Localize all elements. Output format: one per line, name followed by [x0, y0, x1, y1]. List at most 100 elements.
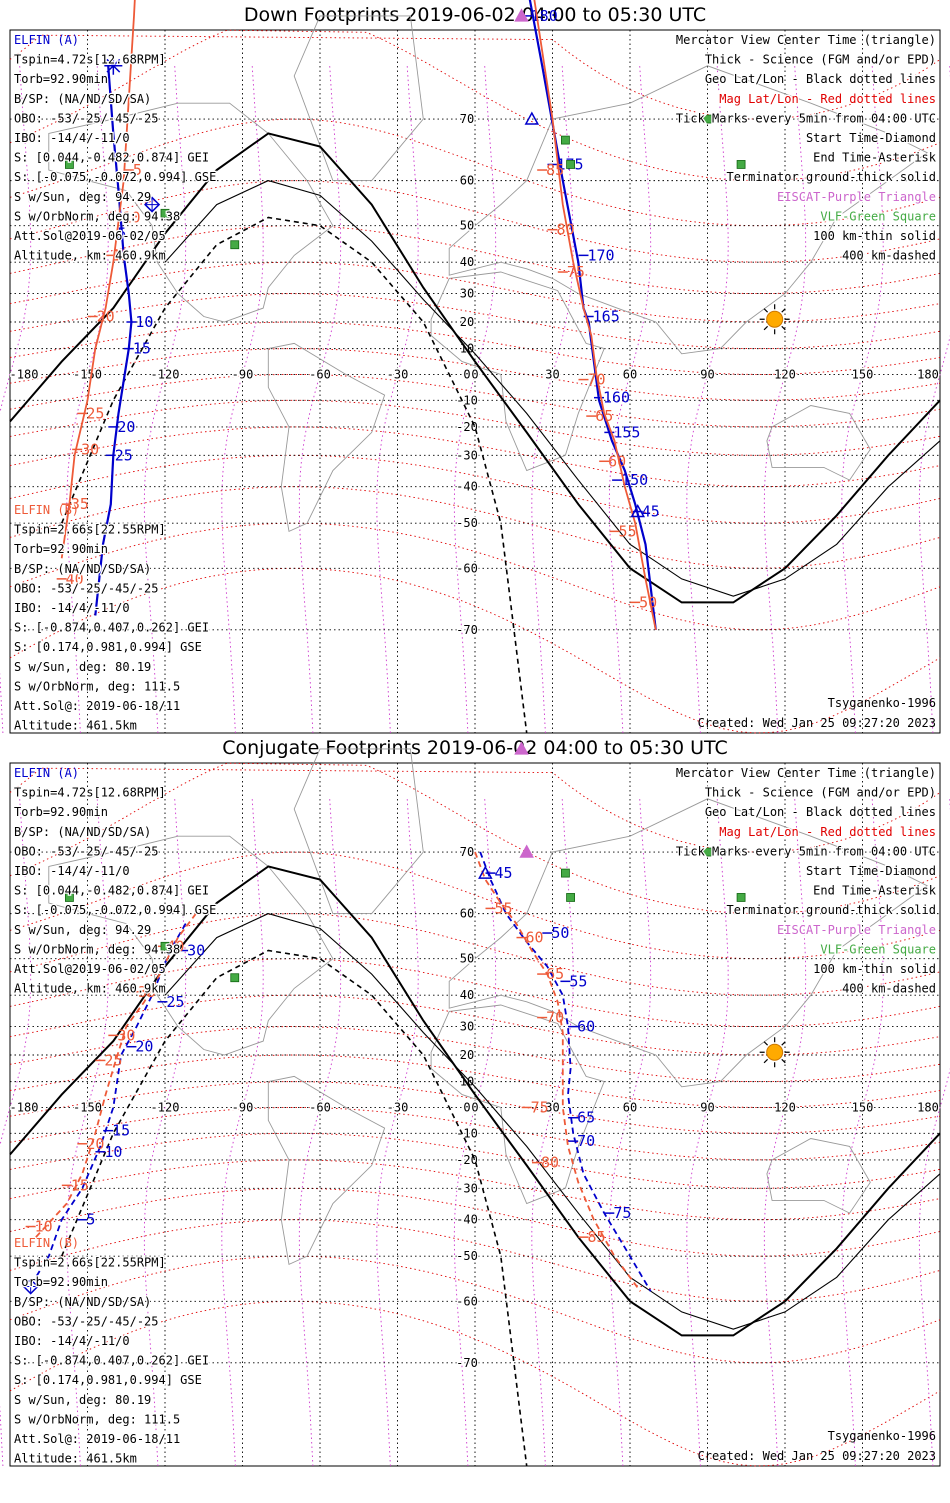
vlf-station-marker	[160, 208, 170, 218]
elfin-b-tick-label: 10	[35, 1218, 53, 1236]
elfin-b-legend-line: Altitude: 461.5km	[14, 1452, 137, 1466]
elfin-b-legend-line: OBO: -53/-25/-45/-25	[14, 581, 159, 595]
elfin-a-legend-line: S: [0.044,-0.482,0.874] GEI	[14, 151, 209, 165]
vlf-station-marker	[561, 868, 570, 878]
vlf-station-marker	[561, 135, 570, 145]
elfin-a-tick-label: 45	[642, 503, 660, 521]
x-tick-label: -90	[232, 1100, 254, 1114]
elfin-b-tick-label: 55	[495, 899, 513, 917]
series-100-km	[164, 180, 941, 597]
elfin-b-legend-line: S: [-0.874,0.407,0.262] GEI	[14, 1354, 209, 1368]
elfin-b-legend-line: S w/Sun, deg: 80.19	[14, 660, 151, 674]
legend-right-line: Geo Lat/Lon - Black dotted lines	[705, 805, 936, 819]
model-label: Tsyganenko-1996	[828, 1429, 936, 1443]
end-asterisk-a	[104, 56, 123, 75]
x-tick-label: -60	[309, 367, 331, 381]
elfin-a-legend-line: Altitude, km: 460.9km	[14, 249, 166, 263]
elfin-b-tick-label: 70	[588, 371, 606, 389]
elfin-b-tick-label: 20	[97, 307, 115, 325]
elfin-b-tick-label: 15	[71, 1176, 89, 1194]
elfin-a-tick-label: 10	[104, 1143, 122, 1161]
elfin-b-tick-label: 80	[541, 1154, 559, 1172]
elfin-a-tick-label: 25	[115, 446, 133, 464]
y-tick-label: 0	[463, 1100, 470, 1114]
elfin-b-tick-label: 10	[123, 209, 141, 227]
elfin-a-legend-line: Torb=92.90min	[14, 805, 108, 819]
center-triangle-c	[630, 503, 646, 518]
x-tick-label: 90	[700, 367, 714, 381]
elfin-a-legend-line: Att.Sol@2019-06-02/05	[14, 962, 166, 976]
sun-rays-icon	[759, 304, 790, 335]
mag-lon-line	[298, 798, 342, 1467]
legend-right-line: Terminator ground-thick solid	[726, 903, 936, 917]
legend-right-line: Thick - Science (FGM and/or EPD)	[705, 786, 936, 800]
mag-lat-line	[9, 522, 941, 631]
mag-lon-line	[763, 798, 807, 1467]
y-tick-label: -30	[456, 448, 478, 462]
mag-lon-line	[453, 798, 497, 1467]
elfin-b-tick-label: 55	[619, 522, 637, 540]
x-tick-label: 30	[545, 367, 559, 381]
elfin-b-legend-line: Att.Sol@: 2019-06-18/11	[14, 699, 180, 713]
start-diamond-cross	[23, 1279, 38, 1294]
continent-outline	[293, 748, 424, 915]
elfin-b-tick-label: 35	[138, 983, 156, 1001]
mag-lon-line	[298, 65, 342, 734]
model-label: Tsyganenko-1996	[828, 696, 936, 710]
continent-outline	[766, 405, 871, 481]
y-tick-label: -30	[456, 1181, 478, 1195]
elfin-b-track	[60, 0, 136, 559]
center-triangle-c	[478, 865, 493, 879]
x-tick-label: -150	[73, 1100, 102, 1114]
legend-right-line: EISCAT-Purple Triangle	[777, 923, 936, 937]
mag-lat-line	[9, 454, 941, 524]
y-tick-label: -70	[456, 1356, 478, 1370]
mag-lat-line	[9, 118, 941, 227]
elfin-b-tick-label: 60	[526, 929, 544, 947]
elfin-a-tick-label: 30	[187, 942, 205, 960]
mag-lat-line	[9, 1054, 941, 1108]
elfin-b-tick-label: 15	[112, 246, 130, 264]
elfin-b-tick-label: 40	[66, 570, 84, 588]
elfin-a-tick-label: 20	[117, 418, 135, 436]
elfin-a-legend-line: Tspin=4.72s[12.68RPM]	[14, 53, 166, 67]
y-tick-label: -50	[456, 1249, 478, 1263]
mag-lat-line	[9, 958, 941, 1028]
y-tick-label: -20	[456, 420, 478, 434]
x-tick-label: -180	[10, 1100, 39, 1114]
mag-lon-line	[0, 65, 32, 734]
y-tick-label: 0	[463, 367, 470, 381]
mag-lon-line	[686, 65, 729, 734]
elfin-b-legend-line: B/SP: (NA/ND/SD/SA)	[14, 562, 151, 576]
y-tick-label: 40	[460, 988, 474, 1002]
legend-right-line: Tick Marks every 5min from 04:00 UTC	[676, 844, 936, 858]
y-tick-label: 50	[460, 219, 474, 233]
x-tick-label: -30	[387, 367, 409, 381]
elfin-a-legend-line: B/SP: (NA/ND/SD/SA)	[14, 825, 151, 839]
mag-lon-line	[918, 65, 950, 734]
mag-lon-line	[66, 798, 109, 1467]
continent-outline	[448, 798, 928, 1088]
elfin-b-legend-line: OBO: -53/-25/-45/-25	[14, 1314, 159, 1328]
x-tick-label: -180	[10, 367, 39, 381]
legend-right-line: EISCAT-Purple Triangle	[777, 190, 936, 204]
elfin-a-legend-line: B/SP: (NA/ND/SD/SA)	[14, 92, 151, 106]
continent-outline	[293, 15, 424, 182]
elfin-a-tick-label: 155	[613, 423, 640, 441]
legend-right-line: 400 km-dashed	[842, 982, 936, 996]
legend-right-line: Start Time-Diamond	[806, 131, 936, 145]
elfin-b-legend-line: IBO: -14/4/-11/0	[14, 601, 130, 615]
mag-lon-line	[221, 798, 264, 1467]
page-title-down: Down Footprints 2019-06-02 04:00 to 05:3…	[243, 4, 707, 26]
continent-outline	[430, 1004, 605, 1205]
elfin-a-track	[94, 65, 133, 616]
legend-right-line: Geo Lat/Lon - Black dotted lines	[705, 72, 936, 86]
legend-right-line: Thick - Science (FGM and/or EPD)	[705, 53, 936, 67]
page-title-conjugate: Conjugate Footprints 2019-06-02 04:00 to…	[222, 737, 728, 759]
mag-lon-line	[453, 65, 497, 734]
elfin-b-tick-label: 25	[86, 404, 104, 422]
x-tick-label: 60	[623, 1100, 637, 1114]
elfin-a-legend-line: Att.Sol@2019-06-02/05	[14, 229, 166, 243]
center-triangle-b	[524, 111, 540, 125]
mag-lon-line	[763, 65, 807, 734]
